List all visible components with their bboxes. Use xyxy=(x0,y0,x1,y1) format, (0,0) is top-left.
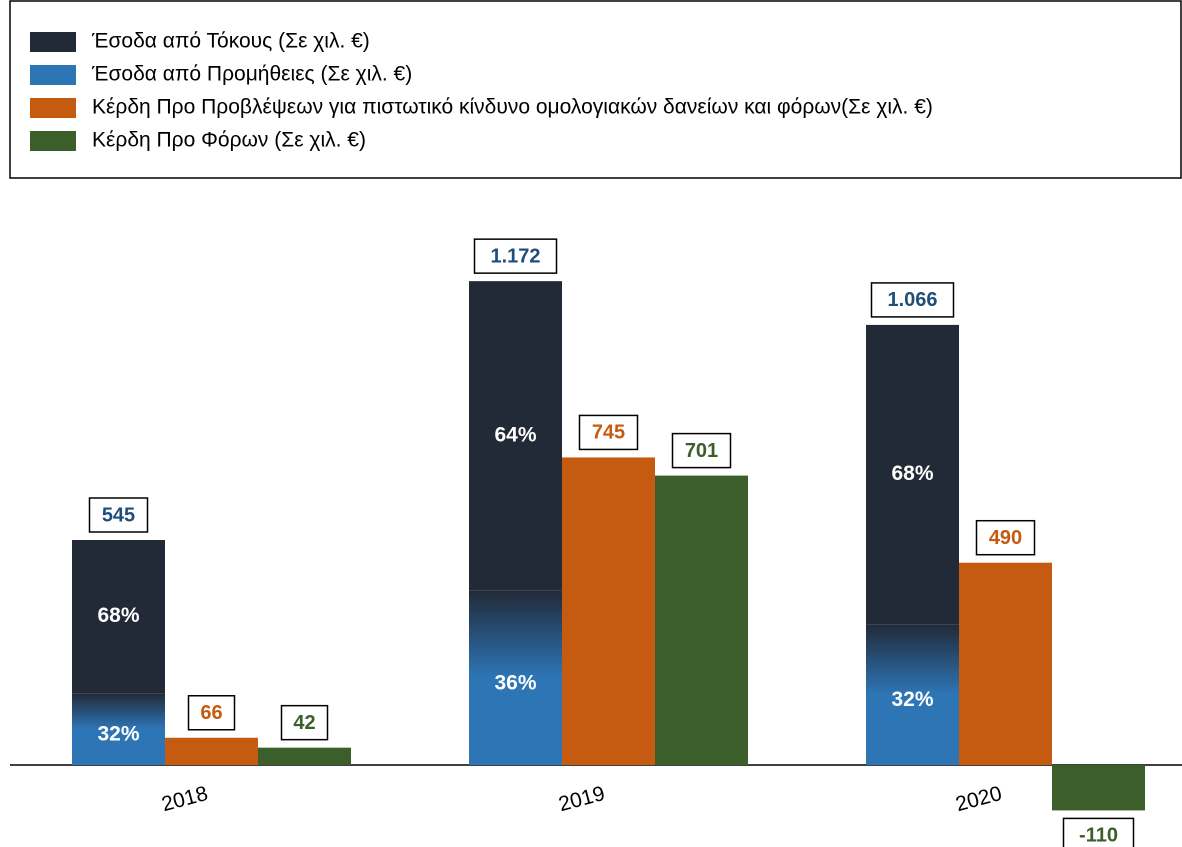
bar xyxy=(1052,765,1145,811)
legend-label: Κέρδη Προ Φόρων (Σε χιλ. €) xyxy=(92,129,366,152)
value-label: 42 xyxy=(293,712,315,734)
bar-segment xyxy=(866,624,959,765)
share-label: 64% xyxy=(494,424,536,447)
value-label-box xyxy=(473,238,558,274)
bar xyxy=(655,475,748,765)
bar xyxy=(165,737,258,765)
value-label: -110 xyxy=(1079,825,1118,847)
bar-segment xyxy=(469,590,562,765)
x-tick-label: 2020 xyxy=(953,782,1004,816)
value-label: 490 xyxy=(989,527,1022,549)
value-label-box xyxy=(671,432,732,469)
bar-segment xyxy=(72,693,165,765)
bar xyxy=(562,457,655,765)
x-tick-label: 2019 xyxy=(556,782,607,816)
value-label: 66 xyxy=(200,702,222,724)
legend-swatch xyxy=(30,98,76,118)
legend-swatch xyxy=(30,32,76,52)
legend-label: Κέρδη Προ Προβλέψεων για πιστωτικό κίνδυ… xyxy=(92,96,933,119)
legend-box xyxy=(9,0,1182,179)
value-label: 701 xyxy=(685,440,718,462)
share-label: 32% xyxy=(891,688,933,711)
value-label: 745 xyxy=(592,422,625,444)
legend-swatch xyxy=(30,131,76,151)
bar xyxy=(959,562,1052,765)
value-label-box xyxy=(1062,817,1135,847)
bar-segment xyxy=(866,324,959,625)
legend-label: Έσοδα από Προμήθειες (Σε χιλ. €) xyxy=(91,63,412,86)
value-label-box xyxy=(578,414,639,451)
value-label-box xyxy=(280,704,329,741)
value-label-box xyxy=(870,282,955,318)
value-label-box xyxy=(187,695,236,731)
x-tick-label: 2018 xyxy=(159,782,210,816)
value-label-box xyxy=(88,497,149,533)
share-label: 32% xyxy=(97,723,139,746)
value-label-box xyxy=(975,519,1036,556)
value-label: 1.172 xyxy=(490,245,540,267)
share-label: 36% xyxy=(494,671,536,694)
share-label: 68% xyxy=(891,462,933,485)
legend-label: Έσοδα από Τόκους (Σε χιλ. €) xyxy=(91,30,370,53)
share-label: 68% xyxy=(97,604,139,627)
value-label: 545 xyxy=(102,504,135,526)
bar-segment xyxy=(72,540,165,694)
value-label: 1.066 xyxy=(887,289,937,311)
bar-segment xyxy=(469,281,562,591)
legend-swatch xyxy=(30,65,76,85)
bar xyxy=(258,747,351,765)
